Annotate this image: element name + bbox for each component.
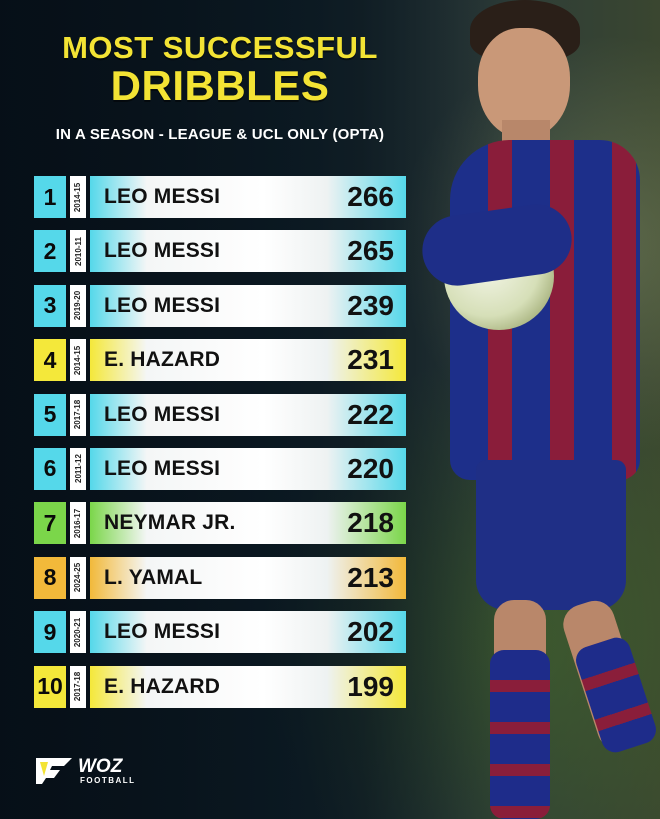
player-name: LEO MESSI: [104, 185, 221, 208]
rank-number: 4: [34, 339, 66, 382]
player-name: LEO MESSI: [104, 456, 221, 480]
dribble-count: 265: [347, 235, 394, 267]
player-bar: LEO MESSI 222: [90, 393, 406, 436]
ranking-row: 5 2017-18 LEO MESSI 222: [34, 393, 406, 436]
rank-number: 8: [34, 556, 66, 599]
ranking-row: 2 2010-11 LEO MESSI 265: [34, 230, 406, 273]
season-label: 2017-18: [70, 393, 86, 436]
dribble-count: 239: [347, 289, 394, 321]
player-name: L. YAMAL: [104, 565, 203, 589]
rank-number: 1: [34, 176, 66, 218]
player-name: LEO MESSI: [104, 402, 221, 426]
rank-number: 2: [34, 230, 66, 273]
player-bar: E. HAZARD 231: [90, 339, 406, 382]
woz-football-logo: WOZ FOOTBALL: [34, 756, 136, 786]
player-bar: LEO MESSI 239: [90, 284, 406, 327]
subtitle: IN A SEASON - LEAGUE & UCL ONLY (OPTA): [55, 126, 385, 143]
dribble-count: 218: [347, 507, 394, 539]
ranking-row: 1 2014-15 LEO MESSI 266: [34, 176, 406, 218]
dribble-count: 231: [347, 344, 394, 376]
season-text: 2024-25: [73, 563, 83, 593]
rank-number: 5: [34, 393, 66, 436]
logo-sub: FOOTBALL: [80, 775, 136, 785]
season-label: 2010-11: [70, 230, 86, 273]
season-text: 2016-17: [73, 508, 83, 539]
player-bar: L. YAMAL 213: [90, 556, 406, 599]
season-text: 2017-18: [73, 671, 83, 702]
player-bar: LEO MESSI 265: [90, 230, 406, 273]
dribble-count: 220: [347, 452, 394, 484]
player-bar: NEYMAR JR. 218: [90, 502, 406, 545]
player-name: E. HAZARD: [104, 674, 221, 698]
logo-name: WOZ: [78, 755, 123, 777]
woz-logo-icon: [36, 758, 72, 784]
season-label: 2014-15: [70, 176, 86, 218]
season-text: 2014-15: [73, 182, 83, 212]
dribble-count: 266: [347, 181, 394, 212]
season-label: 2016-17: [70, 502, 86, 545]
season-label: 2011-12: [70, 447, 86, 490]
ranking-row: 4 2014-15 E. HAZARD 231: [34, 339, 406, 382]
player-bar: LEO MESSI 220: [90, 447, 406, 490]
player-name: LEO MESSI: [104, 239, 221, 263]
title-line-2: DRIBBLES: [110, 62, 330, 109]
ranking-row: 6 2011-12 LEO MESSI 220: [34, 447, 406, 490]
player-name: NEYMAR JR.: [104, 511, 236, 535]
dribble-count: 213: [347, 561, 394, 593]
season-label: 2014-15: [70, 339, 86, 382]
player-shorts: [476, 460, 626, 610]
rank-number: 6: [34, 447, 66, 490]
season-text: 2020-21: [73, 617, 83, 647]
season-label: 2017-18: [70, 665, 86, 708]
player-name: LEO MESSI: [104, 293, 221, 317]
player-image: [410, 0, 660, 819]
season-text: 2011-12: [73, 454, 83, 484]
dribble-count: 199: [347, 670, 394, 702]
player-bar: LEO MESSI 202: [90, 611, 406, 654]
player-bar: LEO MESSI 266: [90, 176, 406, 218]
dribble-count: 222: [347, 398, 394, 430]
player-sock-left: [490, 650, 550, 819]
player-face: [478, 28, 570, 138]
title-line-1: MOST SUCCESSFUL: [62, 30, 378, 65]
ranking-row: 7 2016-17 NEYMAR JR. 218: [34, 502, 406, 545]
season-label: 2019-20: [70, 284, 86, 327]
season-label: 2020-21: [70, 611, 86, 654]
ranking-row: 9 2020-21 LEO MESSI 202: [34, 611, 406, 654]
ranking-list: 1 2014-15 LEO MESSI 266 2 2010-11 LEO MESSI 265…: [34, 176, 406, 720]
player-name: E. HAZARD: [104, 348, 221, 372]
rank-number: 9: [34, 611, 66, 654]
season-text: 2019-20: [73, 291, 83, 321]
player-name: LEO MESSI: [104, 620, 221, 644]
ranking-row: 3 2019-20 LEO MESSI 239: [34, 284, 406, 327]
ranking-row: 10 2017-18 E. HAZARD 199: [34, 665, 406, 708]
season-text: 2017-18: [73, 399, 83, 430]
season-text: 2010-11: [73, 236, 83, 266]
season-text: 2014-15: [73, 345, 83, 375]
rank-number: 7: [34, 502, 66, 545]
season-label: 2024-25: [70, 556, 86, 599]
player-bar: E. HAZARD 199: [90, 665, 406, 708]
ranking-row: 8 2024-25 L. YAMAL 213: [34, 556, 406, 599]
rank-number: 3: [34, 284, 66, 327]
rank-number: 10: [34, 665, 66, 708]
dribble-count: 202: [347, 616, 394, 648]
